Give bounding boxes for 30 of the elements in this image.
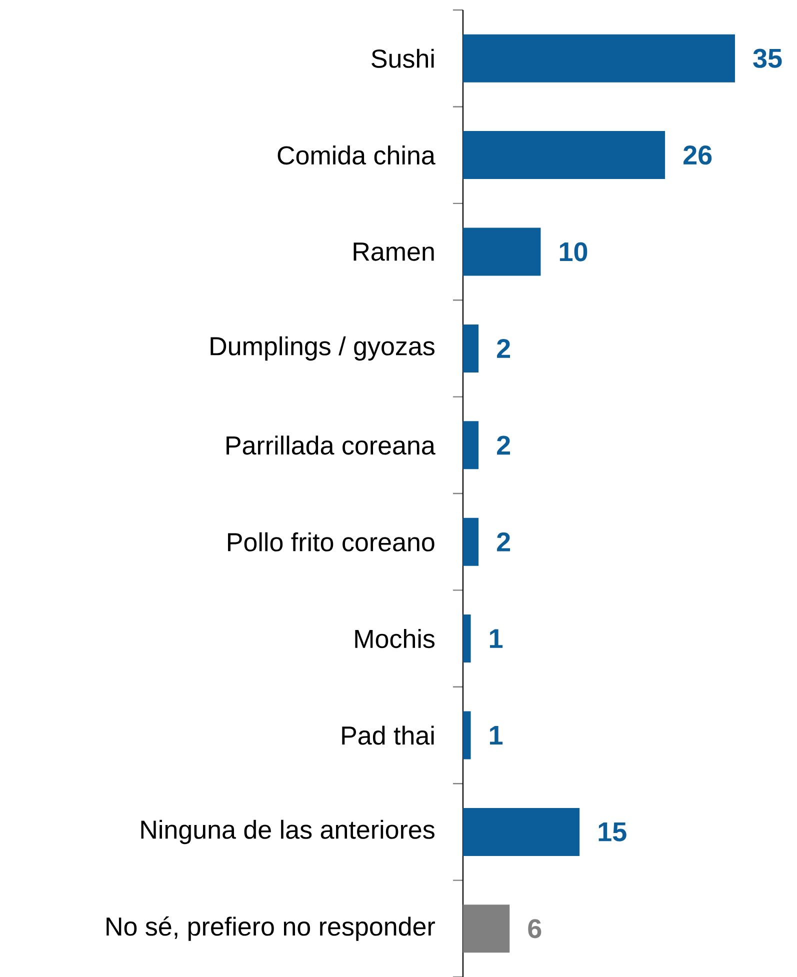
y-tick-label: Pollo frito coreano: [228, 532, 434, 552]
y-tick-label: Pad thai: [342, 726, 434, 745]
data-label: 2: [497, 532, 510, 552]
bar: [462, 904, 510, 953]
data-label: 35: [753, 48, 782, 68]
data-label: 6: [528, 919, 542, 938]
bar: [462, 614, 471, 663]
data-label: 10: [560, 242, 588, 262]
bar: [462, 34, 735, 82]
bar: [462, 131, 666, 180]
y-tick-label: Mochis: [355, 629, 435, 648]
bar: [462, 228, 541, 276]
data-label: 1: [490, 726, 503, 745]
y-tick-label: Comida china: [278, 146, 436, 165]
y-tick-label: Dumplings / gyozas: [210, 336, 434, 361]
bar: [462, 421, 479, 470]
data-label: 1: [490, 629, 503, 648]
y-tick-label: Ninguna de las anteriores: [141, 820, 434, 844]
y-tick-label: Parrillada coreana: [226, 436, 436, 455]
bar: [462, 711, 471, 760]
y-tick-label: Ramen: [354, 242, 434, 261]
data-label: 15: [598, 822, 626, 842]
data-label: 26: [684, 146, 712, 165]
y-tick-label: No sé, prefiero no responder: [106, 916, 435, 941]
bar: [462, 518, 479, 566]
bar: [462, 324, 479, 372]
bar: [462, 808, 580, 856]
data-label: 2: [497, 339, 510, 358]
data-label: 2: [497, 436, 510, 455]
y-tick-label: Sushi: [372, 48, 434, 68]
